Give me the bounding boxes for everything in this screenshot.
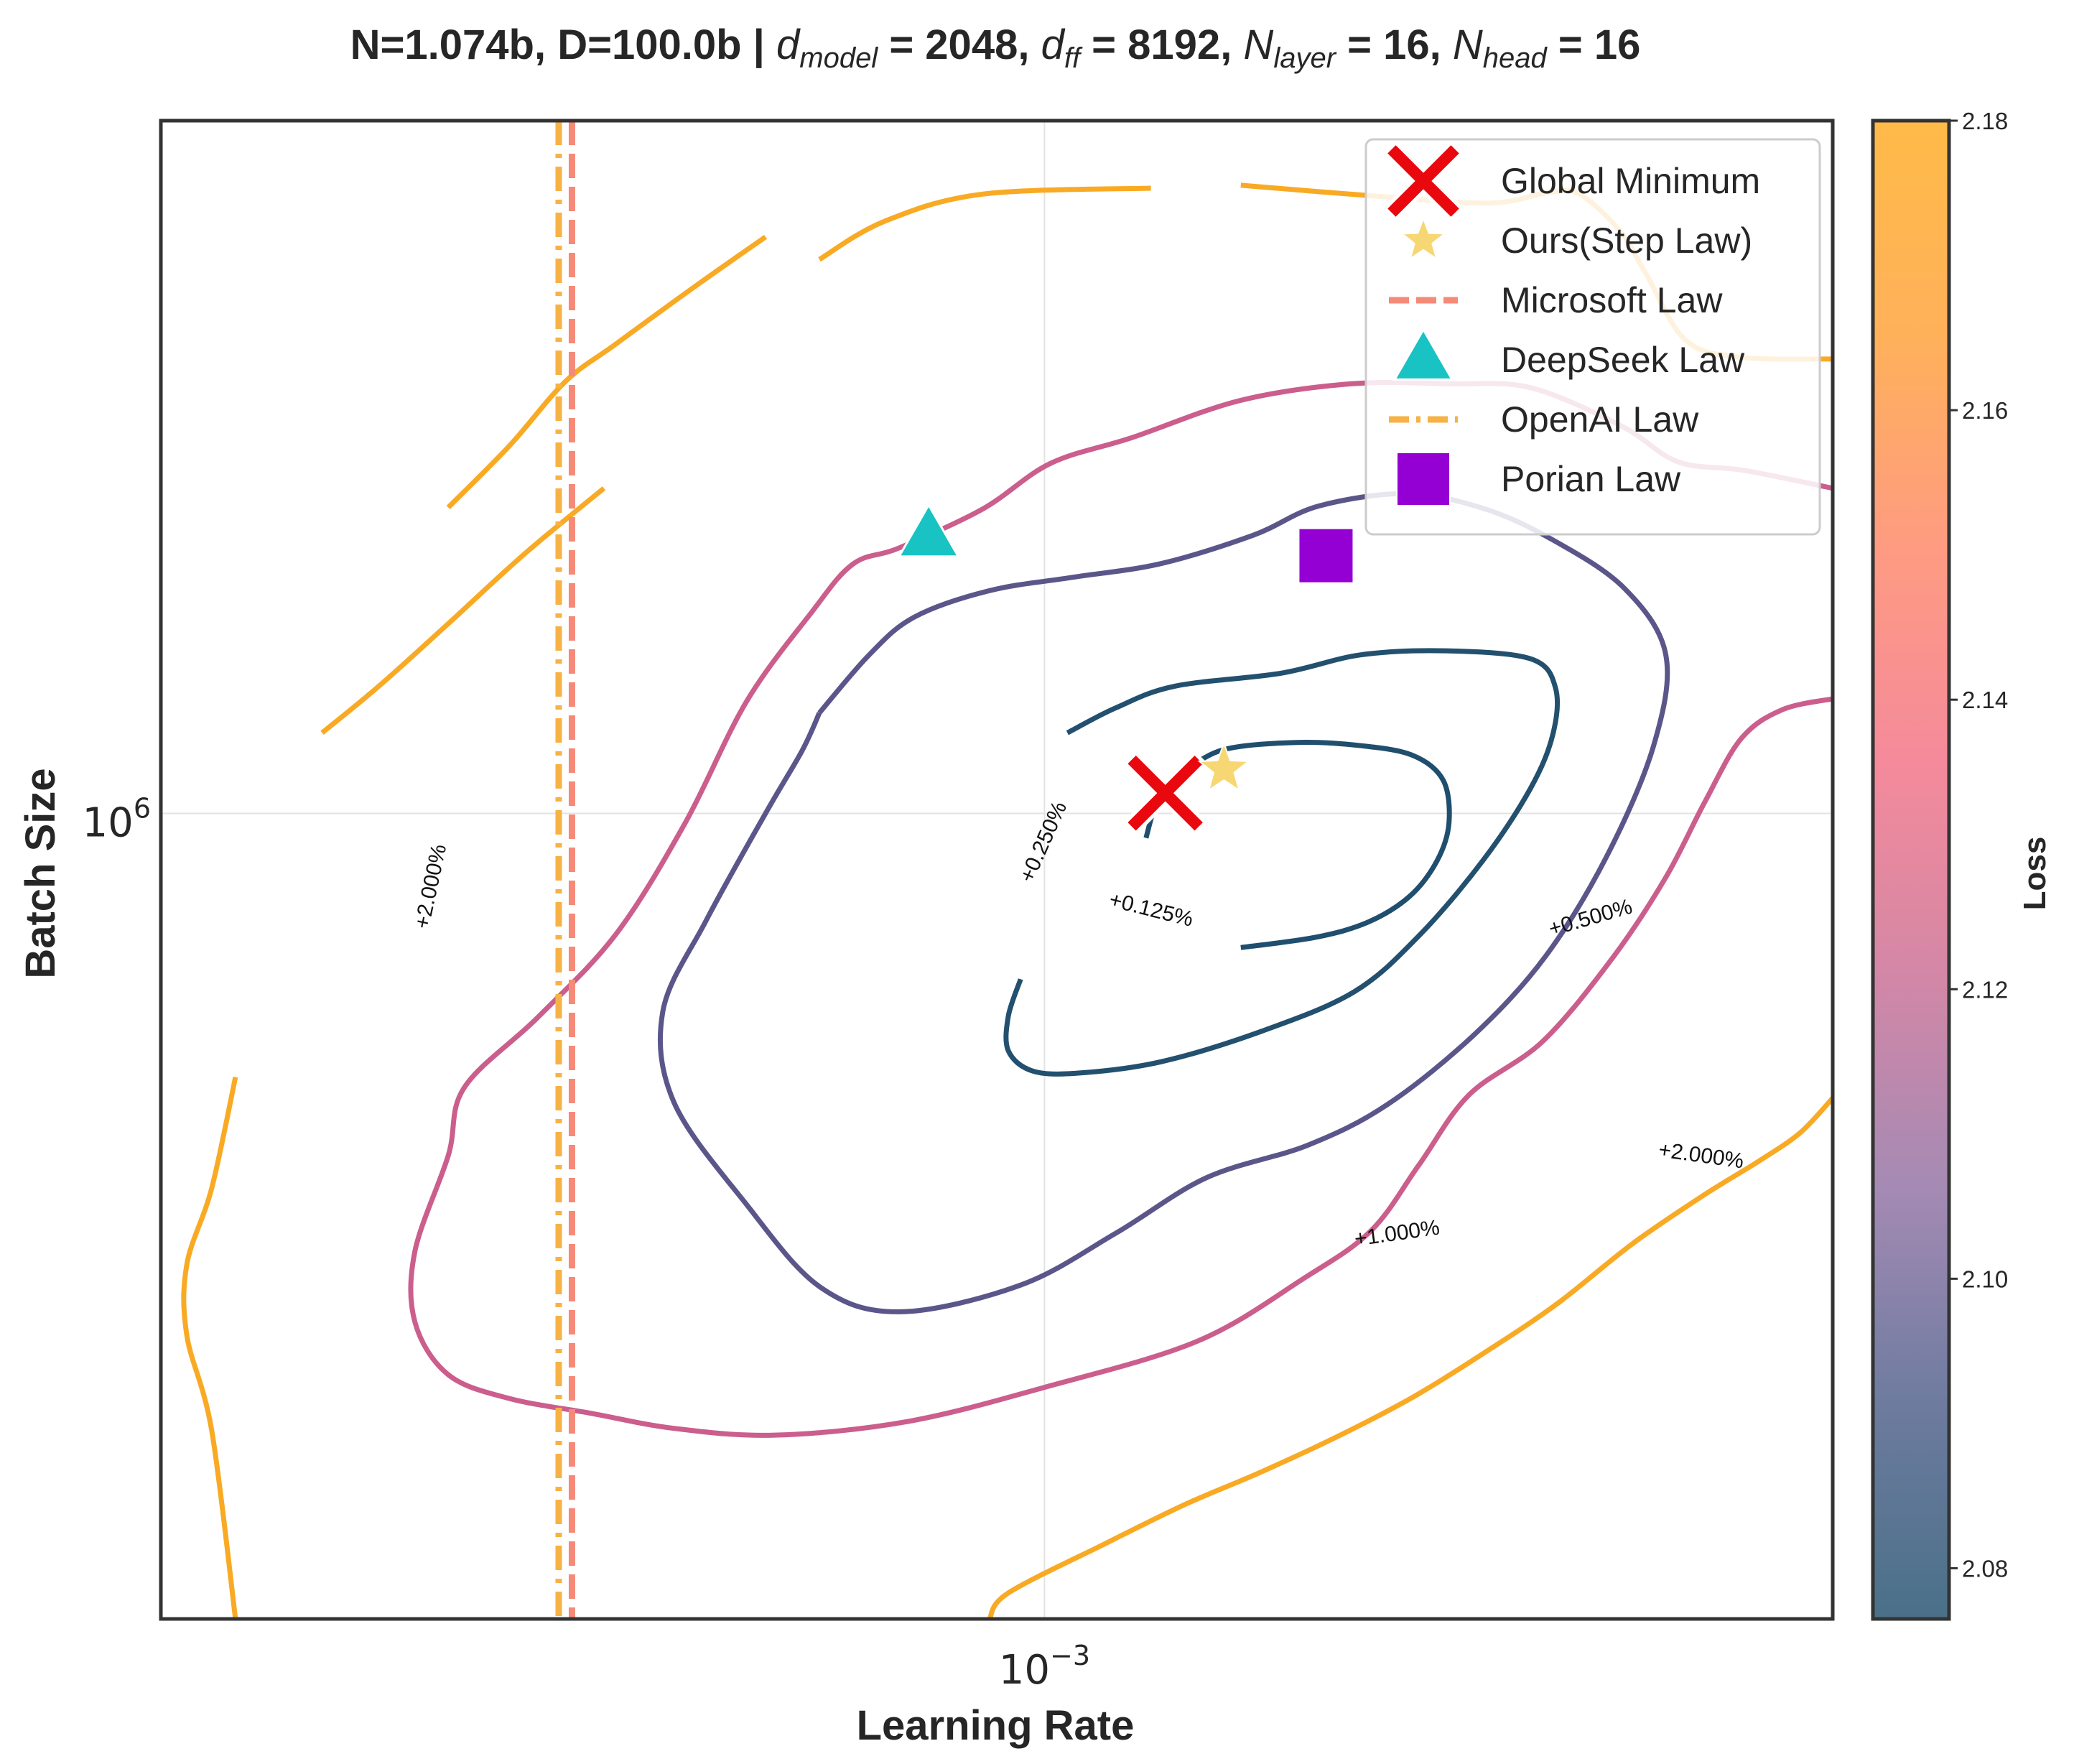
colorbar: 2.08 2.10 2.12 2.14 2.16 2.18 Loss [1871,108,2052,1621]
legend-entry-label: Microsoft Law [1501,280,1723,320]
legend-icon-porian-law [1396,452,1451,506]
title-math-subscript: ff [1064,42,1083,74]
contour-line-2000 [987,1096,1833,1619]
title-math-symbol: N [1453,22,1483,68]
colorbar-label: Loss [2017,837,2052,911]
contour-line-1000 [408,380,1833,1438]
contour-line-2000 [320,486,606,735]
contour-level-label: +2.000% [410,842,451,932]
title-math-symbol: d [1041,22,1066,68]
title-math-symbol: N [1243,22,1273,68]
contour-level-label: +0.125% [1107,888,1196,932]
colorbar-tick-label: 2.14 [1962,687,2008,713]
x-axis-label: Learning Rate [857,1702,1135,1749]
title-part-value: = 2048, [878,22,1041,68]
legend-entry-label: OpenAI Law [1501,399,1699,440]
plot-frame [159,119,1835,1621]
title-math-subscript: head [1483,42,1548,74]
porian-lawmarker [1298,527,1354,584]
colorbar-tick-label: 2.18 [1962,108,2008,134]
title-part-value: = 8192, [1080,22,1243,68]
colorbar-tick-label: 2.16 [1962,397,2008,424]
y-axis-label: Batch Size [17,768,64,978]
contour-line-2000 [181,1076,238,1619]
grid-lines [161,121,1833,1619]
x-axis-ticks: 10−3 [999,1640,1090,1694]
legend-icon-global-minimum [1382,140,1464,222]
title-prefix: N=1.074b, D=100.0b | [350,22,776,68]
law-vertical-lines [555,121,575,1619]
legend-box [1364,138,1821,536]
contour-line-2000 [446,235,768,509]
legend-entry-label: DeepSeek Law [1501,340,1745,380]
deepseek-lawmarker [897,503,960,558]
title-math-subscript: model [799,42,878,74]
contour-level-label: +1.000% [1353,1216,1441,1251]
chart-title: N=1.074b, D=100.0b | dmodel = 2048, dff … [350,22,1641,74]
contour-line-2000 [818,185,1151,262]
y-tick-label: 106 [83,792,151,846]
ours-step-law-marker [1197,741,1251,792]
contour-labels: +0.125% +0.250% +0.500% +1.000% +2.000% +2.00… [410,798,1745,1251]
title-part-value: = 16 [1547,22,1641,68]
colorbar-ticks: 2.08 2.10 2.12 2.14 2.16 2.18 [1949,108,2008,1582]
colorbar-tick-label: 2.08 [1962,1555,2008,1582]
contour-level-label: +2.000% [1657,1138,1745,1173]
title-part-value: = 16, [1336,22,1453,68]
legend-entry-label: Porian Law [1501,459,1681,499]
legend-entry-label: Global Minimum [1501,161,1760,201]
legend-entry-label: Ours(Step Law) [1501,220,1752,261]
colorbar-tick-label: 2.12 [1962,976,2008,1003]
legend: Global Minimum Ours(Step Law) Microsoft La… [1364,138,1821,536]
colorbar-tick-label: 2.10 [1962,1266,2008,1292]
law-markers [897,503,1354,836]
contour-line-0250 [1003,648,1561,1077]
title-math-symbol: d [776,22,801,68]
colorbar-gradient [1871,119,1951,1621]
contour-level-label: +0.250% [1015,798,1072,886]
legend-icon-deepseek-law [1392,327,1454,381]
contour-level-label: +0.500% [1546,895,1635,942]
contour-line-0500 [657,491,1670,1314]
global-minimummarker [1122,750,1208,836]
title-math-subscript: layer [1273,42,1336,74]
legend-icon-ours-step-law [1400,216,1447,261]
y-axis-ticks: 106 [83,792,151,846]
x-tick-label: 10−3 [999,1640,1090,1694]
